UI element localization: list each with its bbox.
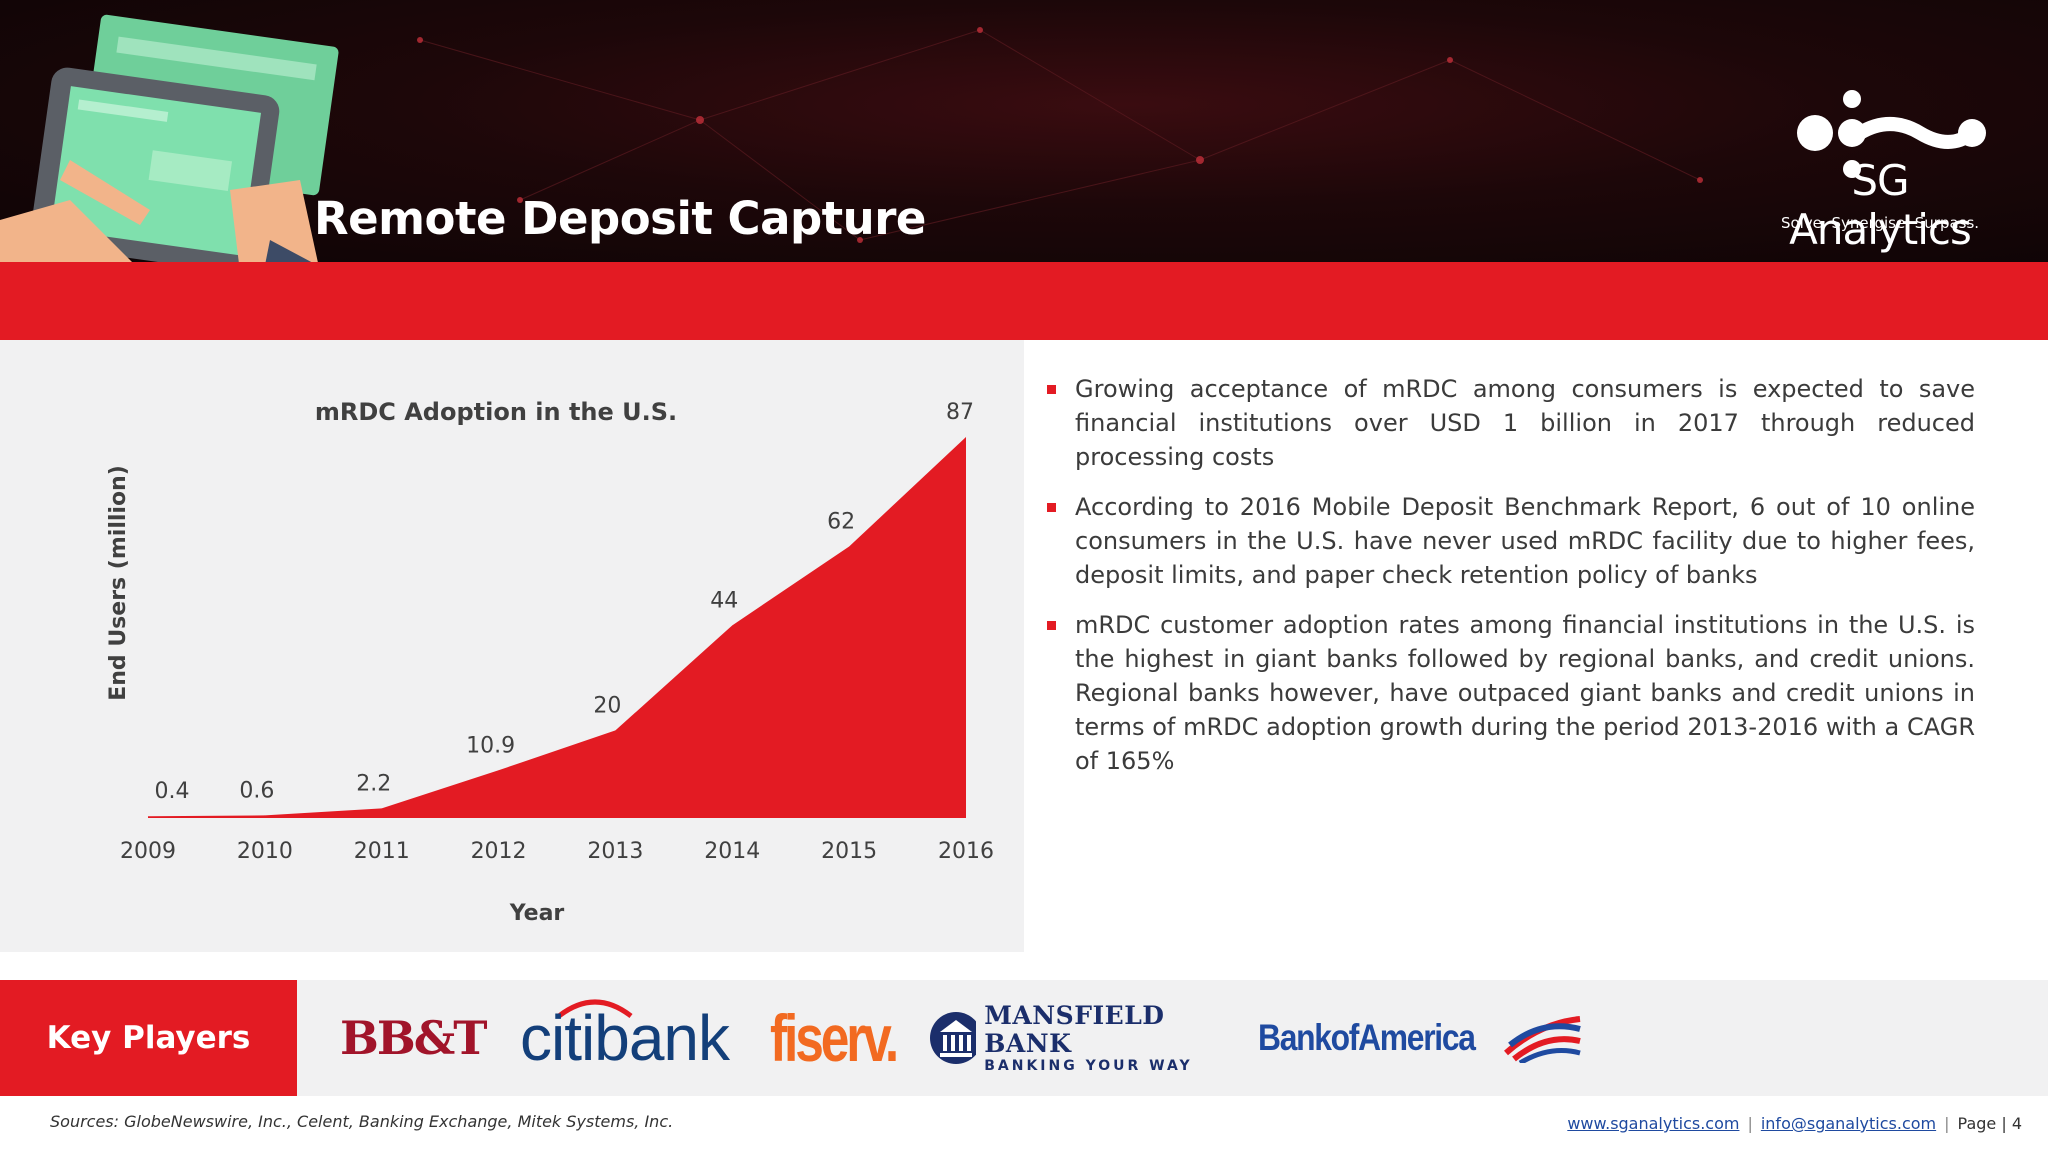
data-label: 10.9 bbox=[466, 733, 515, 758]
fiserv-logo: fiserv. bbox=[770, 1001, 899, 1075]
header-banner: Remote Deposit Capture SG Analytics Solv… bbox=[0, 0, 2048, 262]
bank-building-icon bbox=[930, 1012, 977, 1064]
bullet-item: According to 2016 Mobile Deposit Benchma… bbox=[1045, 490, 1975, 592]
citibank-logo-citi: citi bbox=[520, 1002, 595, 1074]
key-players-strip bbox=[0, 980, 2048, 1096]
sg-analytics-logo-icon bbox=[1797, 90, 1986, 178]
y-axis-label: End Users (million) bbox=[106, 465, 131, 701]
chart-panel: mRDC Adoption in the U.S. End Users (mil… bbox=[0, 340, 1024, 952]
bullet-text: According to 2016 Mobile Deposit Benchma… bbox=[1075, 493, 1975, 589]
mansfield-bank-logo: MANSFIELD BANK BANKING YOUR WAY bbox=[930, 1000, 1230, 1076]
x-tick-label: 2010 bbox=[237, 839, 293, 864]
citibank-logo: citi bank bbox=[520, 1000, 730, 1076]
x-axis-label: Year bbox=[509, 901, 565, 926]
bullet-square-icon bbox=[1047, 621, 1056, 630]
data-label: 62 bbox=[827, 510, 855, 535]
bullet-item: mRDC customer adoption rates among finan… bbox=[1045, 608, 1975, 778]
logo-name: SG Analytics bbox=[1789, 156, 1972, 254]
website-link[interactable]: www.sganalytics.com bbox=[1567, 1114, 1740, 1133]
insight-bullets: Growing acceptance of mRDC among consume… bbox=[1045, 372, 1975, 794]
adoption-area-chart: mRDC Adoption in the U.S. End Users (mil… bbox=[106, 398, 994, 926]
data-label: 20 bbox=[593, 693, 621, 718]
email-link[interactable]: info@sganalytics.com bbox=[1760, 1114, 1937, 1133]
network-background bbox=[417, 27, 1703, 243]
x-tick-label: 2009 bbox=[120, 839, 176, 864]
x-tick-label: 2016 bbox=[938, 839, 994, 864]
mansfield-bank-name: MANSFIELD BANK bbox=[984, 1001, 1165, 1058]
data-label: 0.4 bbox=[155, 779, 190, 804]
logo-tagline: Solve. Synergise. Surpass. bbox=[1780, 214, 1980, 232]
footer-links: www.sganalytics.com | info@sganalytics.com… bbox=[1567, 1114, 2022, 1133]
tablet-check-illustration bbox=[0, 14, 339, 262]
bullet-square-icon bbox=[1047, 385, 1056, 394]
bank-of-america-logo: BankofAmerica bbox=[1258, 1000, 1584, 1076]
header-red-band bbox=[0, 262, 2048, 340]
bullet-square-icon bbox=[1047, 503, 1056, 512]
x-tick-label: 2011 bbox=[354, 839, 410, 864]
bank-of-america-flag-icon bbox=[1503, 1016, 1581, 1063]
citi-arc-icon bbox=[557, 999, 633, 1018]
bullet-text: Growing acceptance of mRDC among consume… bbox=[1075, 375, 1975, 471]
data-label: 87 bbox=[946, 400, 974, 425]
data-label: 2.2 bbox=[356, 771, 391, 796]
bank-of-america-wordmark: BankofAmerica bbox=[1258, 1017, 1476, 1058]
x-tick-label: 2015 bbox=[821, 839, 877, 864]
sources-note: Sources: GlobeNewswire, Inc., Celent, Ba… bbox=[50, 1112, 674, 1131]
area-series bbox=[148, 437, 966, 818]
mansfield-bank-slogan: BANKING YOUR WAY bbox=[984, 1058, 1193, 1074]
data-label: 0.6 bbox=[239, 778, 274, 803]
bullet-item: Growing acceptance of mRDC among consume… bbox=[1045, 372, 1975, 474]
data-label: 44 bbox=[710, 588, 738, 613]
chart-title: mRDC Adoption in the U.S. bbox=[315, 398, 677, 426]
bullet-text: mRDC customer adoption rates among finan… bbox=[1075, 611, 1975, 775]
page-number: Page | 4 bbox=[1957, 1114, 2022, 1133]
citibank-logo-bank: bank bbox=[594, 1002, 730, 1074]
bbt-logo: BB&T bbox=[340, 1011, 488, 1065]
key-players-label: Key Players bbox=[0, 980, 297, 1096]
page-title: Remote Deposit Capture bbox=[314, 192, 926, 245]
x-tick-label: 2013 bbox=[587, 839, 643, 864]
x-tick-label: 2012 bbox=[471, 839, 527, 864]
x-tick-label: 2014 bbox=[704, 839, 760, 864]
